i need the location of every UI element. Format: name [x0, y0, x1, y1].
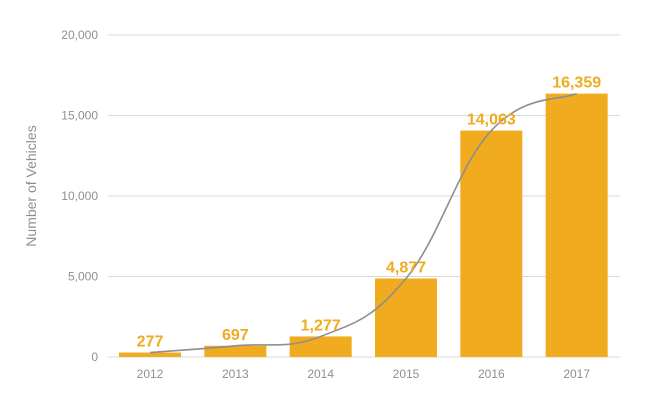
- data-label: 4,877: [386, 259, 426, 276]
- x-tick-label: 2014: [307, 367, 334, 381]
- bar: [119, 352, 181, 357]
- y-axis-title: Number of Vehicles: [23, 125, 39, 246]
- bar: [460, 130, 523, 357]
- x-tick-label: 2016: [478, 367, 505, 381]
- data-label: 697: [222, 327, 249, 344]
- bar: [545, 93, 608, 357]
- x-tick-label: 2012: [137, 367, 164, 381]
- y-axis-ticks: 0 5,000 10,000 15,000 20,000: [61, 28, 98, 364]
- bar: [204, 345, 267, 357]
- y-tick-label: 15,000: [61, 109, 98, 123]
- y-tick-label: 5,000: [68, 270, 98, 284]
- x-axis-ticks: 2012 2013 2014 2015 2016 2017: [137, 367, 591, 381]
- bar: [289, 336, 352, 357]
- bar: [375, 278, 437, 357]
- x-tick-label: 2013: [222, 367, 249, 381]
- data-label: 277: [137, 334, 164, 351]
- gridlines: [108, 34, 620, 358]
- y-tick-label: 10,000: [61, 189, 98, 203]
- x-tick-label: 2017: [563, 367, 590, 381]
- data-label: 14,063: [467, 112, 516, 129]
- bars: [119, 93, 608, 357]
- data-label: 16,359: [552, 75, 601, 92]
- data-labels: 277 697 1,277 4,877 14,063 16,359: [137, 75, 602, 351]
- trend-line: [149, 92, 577, 354]
- data-label: 1,277: [301, 317, 341, 334]
- y-tick-label: 20,000: [61, 28, 98, 42]
- y-tick-label: 0: [91, 350, 98, 364]
- x-tick-label: 2015: [393, 367, 420, 381]
